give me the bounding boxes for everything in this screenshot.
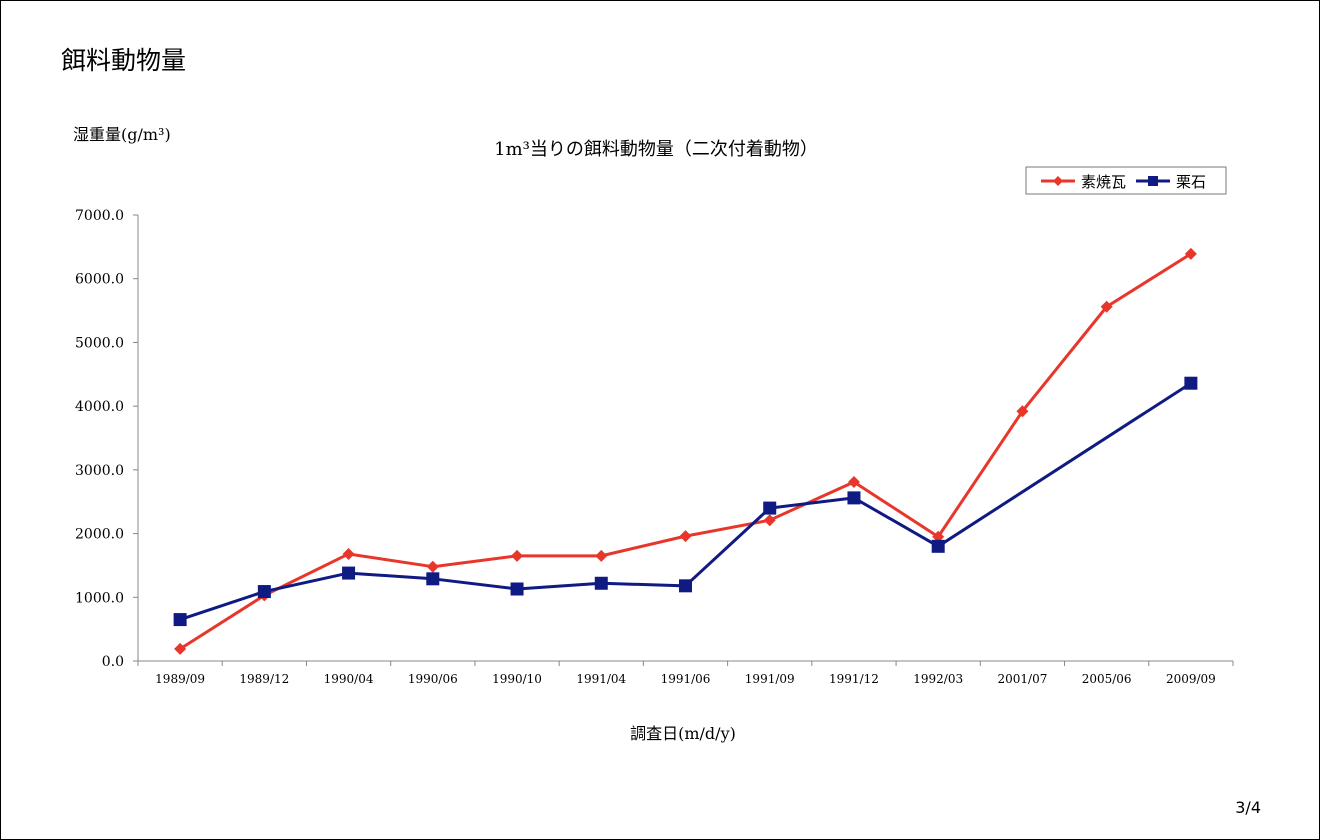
data-point-0 <box>1016 405 1029 418</box>
x-tick-label: 1991/09 <box>745 672 795 686</box>
y-tick-label: 0.0 <box>102 654 124 670</box>
data-point-0 <box>511 549 524 562</box>
y-tick-label: 4000.0 <box>75 399 124 415</box>
data-point-1 <box>342 566 356 580</box>
data-point-0 <box>426 560 439 573</box>
x-tick-label: 1989/12 <box>239 672 289 686</box>
data-point-1 <box>426 572 440 586</box>
x-tick-label: 2001/07 <box>997 672 1047 686</box>
legend-label-0: 素焼瓦 <box>1081 173 1126 191</box>
y-tick-label: 2000.0 <box>75 527 124 543</box>
x-axis-title: 調査日(m/d/y) <box>630 724 736 743</box>
y-tick-label: 5000.0 <box>75 335 124 351</box>
x-tick-label: 1991/04 <box>576 672 626 686</box>
data-point-0 <box>847 475 860 488</box>
data-point-1 <box>1184 376 1198 390</box>
data-point-1 <box>931 539 945 553</box>
page-number: 3/4 <box>1235 798 1261 817</box>
data-point-0 <box>1184 247 1197 260</box>
legend-label-1: 栗石 <box>1176 173 1206 191</box>
x-tick-label: 1990/04 <box>324 672 374 686</box>
axes: 0.0 1000.0 2000.0 3000.0 4000.0 5000.0 6000.0 7… <box>75 208 1234 686</box>
data-point-0 <box>342 547 355 560</box>
series-layer <box>173 247 1198 655</box>
x-tick-label: 1991/12 <box>829 672 879 686</box>
data-point-1 <box>679 579 692 593</box>
data-point-1 <box>173 613 187 627</box>
data-point-0 <box>932 530 945 543</box>
data-point-1 <box>847 491 861 505</box>
data-point-1 <box>594 576 608 590</box>
legend-marker-1 <box>1148 176 1158 186</box>
chart-title: 1m³当りの餌料動物量（二次付着動物） <box>494 139 818 160</box>
slide-title: 餌料動物量 <box>61 46 187 75</box>
x-tick-label: 1991/06 <box>661 672 711 686</box>
y-tick-label: 3000.0 <box>75 463 124 479</box>
data-point-1 <box>510 582 524 596</box>
y-tick-label: 1000.0 <box>75 590 124 606</box>
data-point-0 <box>679 530 692 543</box>
x-tick-label: 1992/03 <box>913 672 963 686</box>
data-point-0 <box>763 514 776 527</box>
x-tick-label: 2009/09 <box>1166 672 1216 686</box>
data-point-1 <box>763 501 777 515</box>
x-tick-label: 1990/06 <box>408 672 458 686</box>
legend: 素焼瓦 栗石 <box>1025 166 1227 195</box>
data-point-0 <box>1100 300 1113 313</box>
data-point-0 <box>595 549 608 562</box>
data-point-0 <box>174 642 187 655</box>
x-tick-label: 2005/06 <box>1082 672 1132 686</box>
x-tick-label: 1989/09 <box>155 672 205 686</box>
x-tick-label: 1990/10 <box>492 672 542 686</box>
data-point-1 <box>257 585 271 599</box>
y-tick-label: 7000.0 <box>75 208 124 224</box>
y-axis-title: 湿重量(g/m³) <box>73 125 171 144</box>
legend-marker-0 <box>1053 176 1063 186</box>
y-tick-label: 6000.0 <box>75 272 124 288</box>
